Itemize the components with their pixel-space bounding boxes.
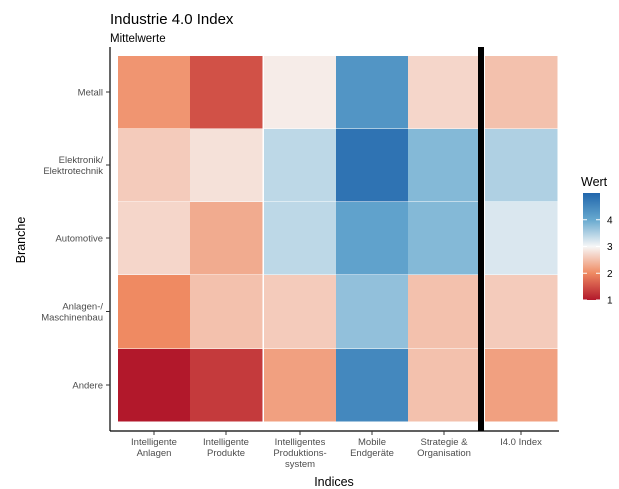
heatmap-cell [408,56,481,129]
heatmap-cell [264,202,337,275]
heatmap-cell [190,56,263,129]
heatmap-cell [336,56,409,129]
heatmap-cell [485,202,558,275]
y-tick-label: Automotive [55,234,103,245]
heatmap-cell [264,275,337,349]
x-tick-label: Intelligente Produkte [203,437,249,459]
heatmap-cell [408,202,481,275]
heatmap-cell [264,129,337,202]
x-tick-labels: Intelligente Anlagen Intelligente Produkte I… [131,437,542,470]
chart-title: Industrie 4.0 Index [110,11,234,28]
heatmap-cell [485,275,558,349]
x-axis-title: Indices [314,475,354,489]
y-tick-label: Metall [78,88,103,99]
heatmap-cell [118,275,191,349]
legend-tick-label: 1 [607,296,613,307]
heatmap-cell [190,275,263,349]
color-legend: Wert 1 2 3 4 [581,175,613,307]
heatmap-cell [336,202,409,275]
legend-colorbar [583,193,600,300]
heatmap-cell [485,56,558,129]
y-tick-label: Elektronik/Elektrotechnik [43,155,103,177]
y-axis-title: Branche [14,217,28,264]
heatmap-cell [118,202,191,275]
heatmap-cells [118,47,558,431]
index-separator-bar [478,47,484,431]
heatmap-cell [118,349,191,422]
legend-tick-label: 4 [607,215,613,226]
heatmap-cell [485,349,558,422]
heatmap-cell [190,202,263,275]
heatmap-cell [264,349,337,422]
heatmap-cell [118,129,191,202]
heatmap-cell [190,349,263,422]
axes [106,47,559,435]
y-tick-label: Andere [72,381,103,392]
heatmap-cell [264,56,337,129]
heatmap-cell [190,129,263,202]
legend-title: Wert [581,175,608,189]
heatmap-cell [336,275,409,349]
x-tick-label: Intelligente Anlagen [131,437,177,459]
heatmap-cell [485,129,558,202]
heatmap-cell [408,129,481,202]
x-tick-label: Mobile Endgeräte [350,437,394,459]
legend-tick-label: 2 [607,269,613,280]
x-tick-label: Strategie & Organisation [417,437,471,459]
heatmap-cell [118,56,191,129]
x-tick-label: Intelligentes Produktions-system [273,437,326,470]
legend-tick-label: 3 [607,242,613,253]
x-tick-label: I4.0 Index [500,437,542,448]
heatmap-cell [408,275,481,349]
y-tick-labels: Metall Elektronik/Elektrotechnik Automotiv… [41,88,103,392]
chart-subtitle: Mittelwerte [110,33,166,45]
y-tick-label: Anlagen-/Maschinenbau [41,302,103,324]
heatmap-cell [336,349,409,422]
heatmap-cell [336,129,409,202]
heatmap-cell [408,349,481,422]
